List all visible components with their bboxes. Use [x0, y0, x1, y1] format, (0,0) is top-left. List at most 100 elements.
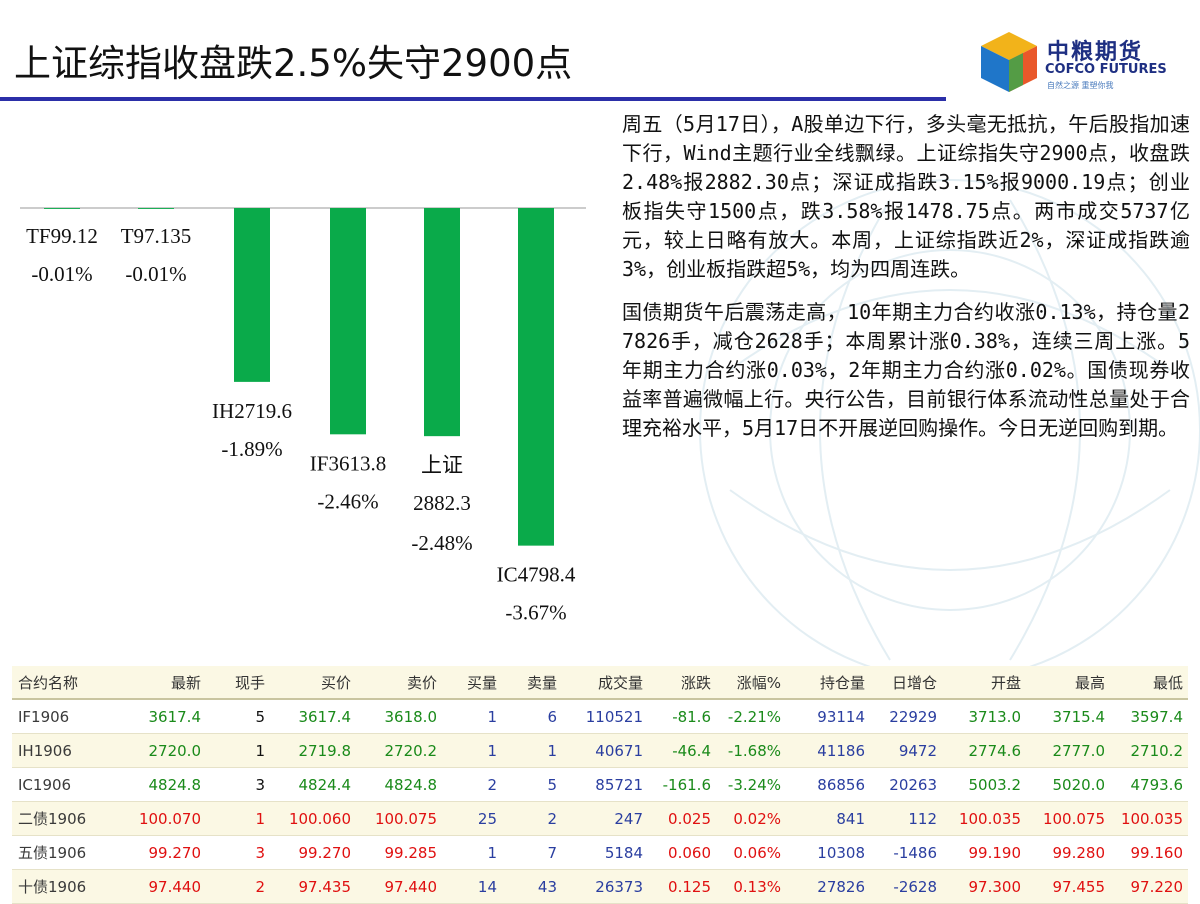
table-cell: 3597.4 — [1110, 699, 1188, 734]
page-title: 上证综指收盘跌2.5%失守2900点 — [14, 42, 573, 85]
table-cell: 100.075 — [356, 801, 442, 836]
column-header[interactable]: 涨幅% — [716, 666, 786, 700]
table-cell: 6 — [502, 699, 562, 734]
bar-IC — [518, 208, 554, 546]
table-cell: 97.455 — [1026, 869, 1110, 904]
table-row[interactable]: IH1906 2720.0 1 2719.8 2720.2 1 1 40671 -46.4 -1.… — [12, 733, 1188, 768]
bar-name-label: IC4798.4 — [497, 563, 576, 587]
table-cell: 97.440 — [356, 869, 442, 904]
table-cell: 2 — [206, 869, 270, 904]
table-cell: 112 — [870, 801, 942, 836]
table-cell: 4824.4 — [270, 767, 356, 802]
bar-change-label: -2.46% — [317, 489, 378, 513]
table-cell: 2719.8 — [270, 733, 356, 768]
table-cell: 99.190 — [942, 835, 1026, 870]
table-cell: 3617.4 — [110, 699, 206, 734]
table-cell: 20263 — [870, 767, 942, 802]
table-cell: 10308 — [786, 835, 870, 870]
bar-name-label: TF99.12 — [26, 224, 98, 248]
table-cell: 99.285 — [356, 835, 442, 870]
bar-IF — [330, 208, 366, 435]
table-cell: 100.035 — [1110, 801, 1188, 836]
table-cell: 3713.0 — [942, 699, 1026, 734]
table-row[interactable]: 二债1906 100.070 1 100.060 100.075 25 2 247 0.025 0… — [12, 801, 1188, 836]
table-cell: 2 — [502, 801, 562, 836]
table-cell: 7 — [502, 835, 562, 870]
bar-IH — [234, 208, 270, 382]
table-cell: 40671 — [562, 733, 648, 768]
bar-change-label: -2.48% — [411, 531, 472, 555]
table-cell: 2777.0 — [1026, 733, 1110, 768]
bar-name-label: IF3613.8 — [310, 451, 386, 475]
title-underline — [0, 97, 946, 101]
table-row[interactable]: IF1906 3617.4 5 3617.4 3618.0 1 6 110521 -81.6 -2… — [12, 699, 1188, 734]
column-header[interactable]: 最新 — [110, 666, 206, 700]
market-commentary: 周五（5月17日），A股单边下行，多头毫无抵抗，午后股指加速下行，Wind主题行… — [622, 110, 1190, 457]
bar-change-label: -0.01% — [31, 262, 92, 286]
bar-上证 — [424, 208, 460, 437]
column-header[interactable]: 买价 — [270, 666, 356, 700]
bar-name-label: IH2719.6 — [212, 399, 292, 423]
table-cell: 5020.0 — [1026, 767, 1110, 802]
table-cell: 十债1906 — [12, 869, 110, 904]
column-header[interactable]: 最高 — [1026, 666, 1110, 700]
company-logo: 中粮期货 COFCO FUTURES 自然之源 重塑你我 — [975, 28, 1175, 98]
table-cell: 25 — [442, 801, 502, 836]
column-header[interactable]: 开盘 — [942, 666, 1026, 700]
table-cell: IH1906 — [12, 733, 110, 768]
column-header[interactable]: 日增仓 — [870, 666, 942, 700]
equity-commentary: 周五（5月17日），A股单边下行，多头毫无抵抗，午后股指加速下行，Wind主题行… — [622, 112, 1190, 281]
column-header[interactable]: 涨跌 — [648, 666, 716, 700]
table-cell: -1486 — [870, 835, 942, 870]
logo-slogan: 自然之源 重塑你我 — [1047, 81, 1114, 90]
column-header[interactable]: 卖量 — [502, 666, 562, 700]
table-cell: 85721 — [562, 767, 648, 802]
table-row[interactable]: IC1906 4824.8 3 4824.4 4824.8 2 5 85721 -161.6 -3… — [12, 767, 1188, 802]
column-header[interactable]: 现手 — [206, 666, 270, 700]
table-cell: 100.070 — [110, 801, 206, 836]
column-header[interactable]: 卖价 — [356, 666, 442, 700]
table-cell: 100.075 — [1026, 801, 1110, 836]
column-header[interactable]: 最低 — [1110, 666, 1188, 700]
bar-change-label: -1.89% — [221, 437, 282, 461]
table-cell: 100.060 — [270, 801, 356, 836]
bar-value-label: 2882.3 — [413, 491, 471, 515]
table-cell: 0.125 — [648, 869, 716, 904]
cube-logo-icon — [981, 32, 1037, 92]
bar-TF — [44, 208, 80, 209]
bar-T — [138, 208, 174, 209]
table-cell: -81.6 — [648, 699, 716, 734]
column-header[interactable]: 成交量 — [562, 666, 648, 700]
column-header[interactable]: 持仓量 — [786, 666, 870, 700]
table-cell: 2 — [442, 767, 502, 802]
column-header[interactable]: 买量 — [442, 666, 502, 700]
table-cell: 2720.0 — [110, 733, 206, 768]
table-cell: 9472 — [870, 733, 942, 768]
table-cell: 2774.6 — [942, 733, 1026, 768]
table-cell: 3617.4 — [270, 699, 356, 734]
table-cell: 0.06% — [716, 835, 786, 870]
table-cell: 14 — [442, 869, 502, 904]
table-cell: 5184 — [562, 835, 648, 870]
table-row[interactable]: 十债1906 97.440 2 97.435 97.440 14 43 26373 0.125 0… — [12, 869, 1188, 904]
table-cell: -3.24% — [716, 767, 786, 802]
bond-commentary: 国债期货午后震荡走高，10年期主力合约收涨0.13%，持仓量27826手，减仓2… — [622, 300, 1190, 440]
table-cell: 100.035 — [942, 801, 1026, 836]
table-cell: 99.270 — [270, 835, 356, 870]
table-cell: -161.6 — [648, 767, 716, 802]
table-cell: 3 — [206, 767, 270, 802]
table-cell: 1 — [442, 733, 502, 768]
table-cell: 27826 — [786, 869, 870, 904]
bar-name-label: 上证 — [421, 453, 463, 477]
table-cell: 93114 — [786, 699, 870, 734]
table-cell: 二债1906 — [12, 801, 110, 836]
table-row[interactable]: 五债1906 99.270 3 99.270 99.285 1 7 5184 0.060 0.06… — [12, 835, 1188, 870]
table-cell: 110521 — [562, 699, 648, 734]
table-cell: IC1906 — [12, 767, 110, 802]
table-cell: 3618.0 — [356, 699, 442, 734]
table-cell: -46.4 — [648, 733, 716, 768]
table-cell: 1 — [206, 733, 270, 768]
table-cell: 五债1906 — [12, 835, 110, 870]
table-cell: 1 — [206, 801, 270, 836]
column-header[interactable]: 合约名称 — [12, 666, 110, 700]
